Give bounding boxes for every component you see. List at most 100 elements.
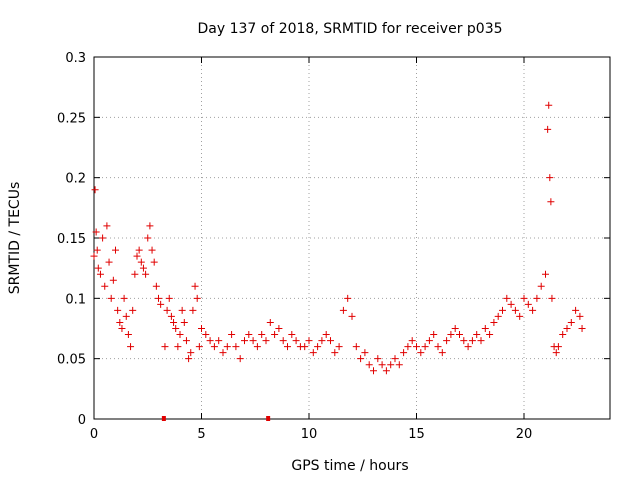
data-point bbox=[499, 306, 506, 314]
data-point bbox=[361, 349, 369, 357]
x-tick-label: 10 bbox=[301, 427, 318, 442]
data-point bbox=[374, 355, 382, 363]
data-point bbox=[174, 343, 182, 351]
outage-marker bbox=[266, 416, 271, 421]
data-point bbox=[262, 337, 270, 345]
data-point bbox=[430, 331, 438, 339]
data-point bbox=[148, 246, 156, 254]
data-point bbox=[352, 343, 360, 351]
data-point bbox=[182, 337, 190, 345]
data-point bbox=[163, 306, 171, 314]
data-point bbox=[292, 337, 300, 345]
data-point bbox=[232, 343, 240, 351]
data-point bbox=[547, 198, 555, 206]
data-point bbox=[563, 325, 571, 332]
data-point bbox=[206, 337, 214, 345]
data-point bbox=[178, 306, 186, 314]
data-point bbox=[127, 343, 135, 351]
outage-markers bbox=[161, 416, 271, 421]
x-axis-label: GPS time / hours bbox=[291, 458, 408, 474]
data-point bbox=[157, 300, 165, 308]
data-point bbox=[545, 101, 553, 109]
data-point bbox=[137, 258, 145, 266]
data-point bbox=[195, 343, 203, 351]
data-point bbox=[348, 312, 356, 320]
data-point bbox=[322, 331, 330, 339]
data-point bbox=[107, 294, 115, 302]
data-point bbox=[408, 337, 416, 345]
data-point bbox=[91, 186, 99, 194]
data-point bbox=[176, 331, 184, 339]
data-point bbox=[105, 258, 113, 266]
data-point bbox=[400, 349, 408, 357]
data-point bbox=[481, 325, 489, 332]
data-point bbox=[131, 270, 139, 278]
data-point bbox=[552, 349, 560, 357]
data-point bbox=[451, 325, 459, 332]
data-point bbox=[135, 246, 143, 254]
data-point bbox=[344, 294, 352, 302]
data-point bbox=[146, 222, 154, 230]
data-point bbox=[572, 306, 580, 314]
data-point bbox=[223, 343, 231, 351]
outage-marker bbox=[161, 416, 166, 421]
y-axis-ticks: 0 0.05 0.1 0.15 0.2 0.25 0.3 bbox=[57, 51, 610, 428]
y-axis-label: SRMTID / TECUs bbox=[7, 182, 23, 295]
data-point bbox=[301, 343, 309, 351]
data-point bbox=[494, 312, 502, 320]
data-point bbox=[165, 294, 173, 302]
data-point bbox=[189, 306, 197, 314]
data-point bbox=[511, 306, 519, 314]
data-point bbox=[185, 355, 193, 363]
data-point bbox=[357, 355, 365, 363]
data-point bbox=[215, 337, 223, 345]
data-point bbox=[524, 300, 532, 308]
y-tick-label: 0.2 bbox=[65, 172, 86, 187]
data-point bbox=[271, 331, 279, 339]
x-tick-label: 5 bbox=[197, 427, 205, 442]
data-point bbox=[578, 325, 586, 332]
data-point bbox=[96, 270, 104, 278]
data-point bbox=[382, 367, 390, 375]
data-point bbox=[395, 361, 403, 369]
data-point bbox=[101, 282, 109, 290]
data-point bbox=[228, 331, 236, 339]
data-point bbox=[249, 337, 257, 345]
data-point bbox=[468, 337, 476, 345]
data-point bbox=[172, 325, 180, 332]
x-axis-ticks: 0 5 10 15 20 bbox=[90, 57, 532, 442]
data-point bbox=[542, 270, 549, 278]
y-tick-label: 0.1 bbox=[65, 292, 86, 307]
data-point bbox=[103, 222, 111, 230]
plot-frame bbox=[93, 56, 611, 420]
data-point bbox=[210, 343, 218, 351]
data-point bbox=[548, 294, 556, 302]
data-point bbox=[152, 282, 160, 290]
data-point bbox=[258, 331, 266, 339]
data-point bbox=[413, 343, 420, 351]
data-point bbox=[503, 294, 511, 302]
data-point bbox=[170, 318, 178, 326]
data-point bbox=[335, 343, 343, 351]
data-point bbox=[202, 331, 210, 339]
data-point bbox=[391, 355, 399, 363]
data-point bbox=[305, 337, 313, 345]
data-point bbox=[378, 361, 386, 369]
x-tick-label: 15 bbox=[408, 427, 425, 442]
data-point bbox=[554, 343, 562, 351]
data-point bbox=[309, 349, 317, 357]
data-point bbox=[161, 343, 169, 351]
data-point bbox=[434, 343, 442, 351]
data-point bbox=[245, 331, 253, 339]
data-point bbox=[464, 343, 472, 351]
data-point bbox=[486, 331, 494, 339]
data-point bbox=[144, 234, 152, 242]
data-point bbox=[314, 343, 322, 351]
data-point bbox=[253, 343, 261, 351]
data-point bbox=[404, 343, 412, 351]
data-point bbox=[109, 276, 117, 284]
data-point bbox=[142, 270, 150, 278]
data-point bbox=[275, 325, 283, 332]
data-point bbox=[516, 312, 524, 320]
data-point bbox=[559, 331, 567, 339]
